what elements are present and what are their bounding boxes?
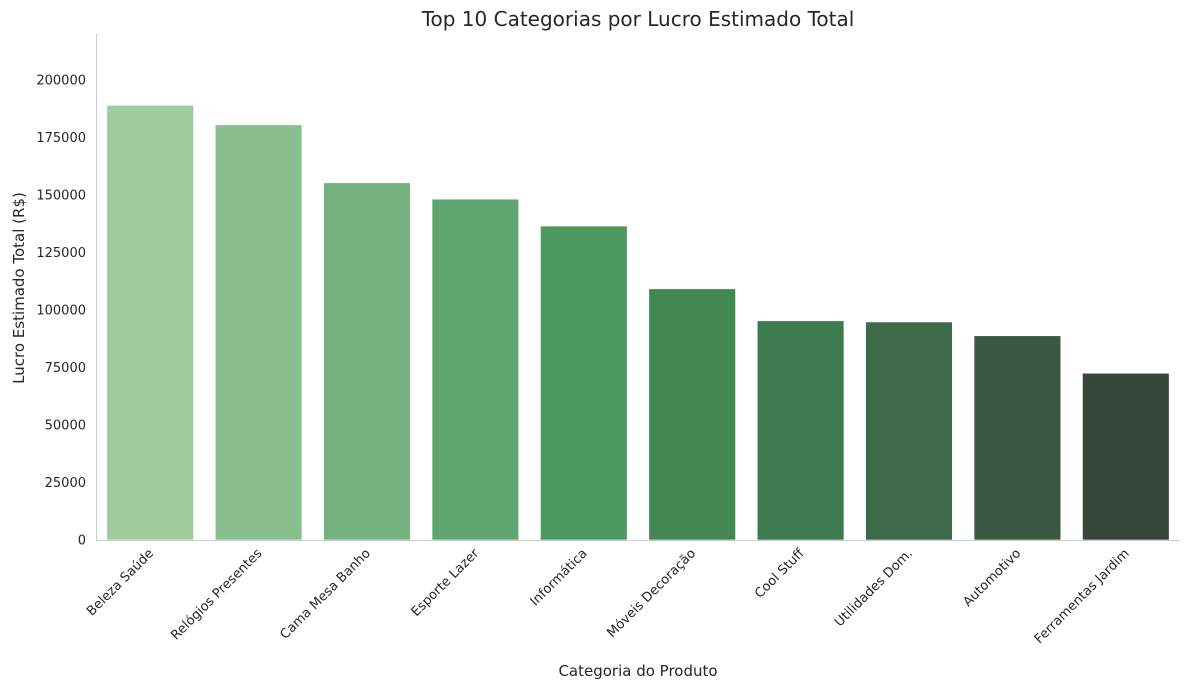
y-tick-label-2: 50000	[45, 419, 86, 434]
bar-8	[973, 335, 1062, 541]
bar-5	[648, 288, 736, 541]
x-tick-label-5: Móveis Decoração	[604, 546, 699, 641]
chart-title: Top 10 Categorias por Lucro Estimado Tot…	[421, 7, 855, 31]
bar-6	[756, 320, 845, 541]
y-axis-label: Lucro Estimado Total (R$)	[10, 192, 28, 384]
y-tick-label-8: 200000	[36, 74, 86, 89]
x-tick-label-9: Ferramentas Jardim	[1032, 546, 1133, 647]
x-tick-label-3: Esporte Lazer	[409, 546, 483, 620]
x-tick-label-0: Beleza Saúde	[84, 546, 157, 619]
x-axis-label: Categoria do Produto	[558, 662, 717, 680]
bar-1	[214, 124, 303, 541]
x-tick-label-6: Cool Stuff	[752, 545, 808, 601]
bar-4	[540, 225, 628, 541]
y-tick-label-5: 125000	[36, 246, 86, 261]
bar-3	[431, 198, 520, 541]
y-tick-label-4: 100000	[36, 304, 86, 319]
y-tick-label-3: 75000	[45, 361, 86, 376]
y-tick-label-1: 25000	[45, 476, 86, 491]
x-tick-label-7: Utilidades Dom.	[832, 546, 916, 630]
bar-0	[106, 105, 194, 541]
x-tick-label-1: Relógios Presentes	[168, 546, 265, 643]
bar-9	[1082, 372, 1170, 541]
x-tick-label-4: Informática	[528, 546, 591, 609]
bar-7	[865, 321, 953, 541]
x-tick-label-8: Automotivo	[960, 546, 1024, 610]
x-ticks-group: Beleza Saúde Relógios Presentes Cama Mesa …	[84, 545, 1133, 647]
bars-group	[106, 105, 1170, 541]
y-ticks-group: 0 25000 50000 75000 100000 125000 150000 175000…	[36, 74, 86, 549]
y-tick-label-7: 175000	[36, 131, 86, 146]
y-tick-label-6: 150000	[36, 189, 86, 204]
x-tick-label-2: Cama Mesa Banho	[278, 546, 374, 642]
y-tick-label-0: 0	[78, 534, 86, 549]
bar-2	[323, 182, 411, 541]
